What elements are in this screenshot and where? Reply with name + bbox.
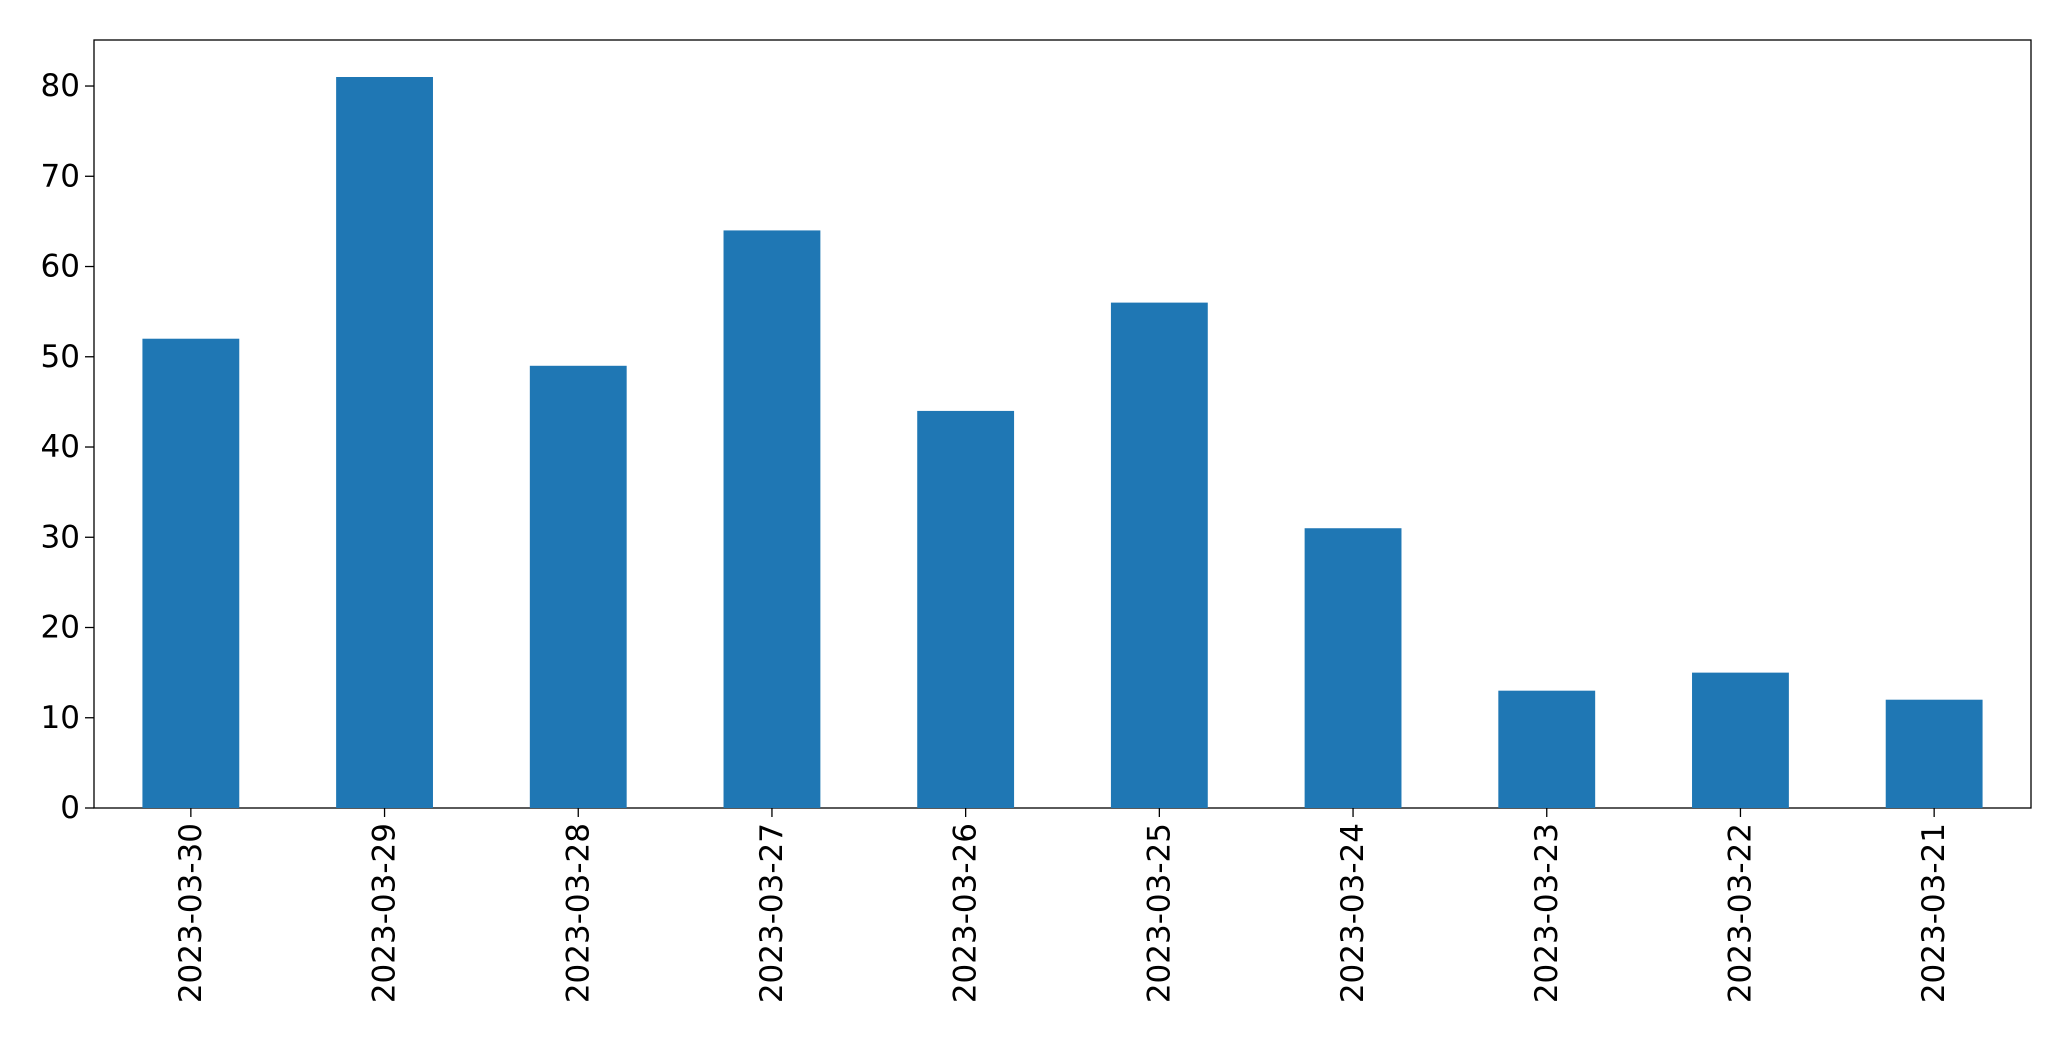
plot-frame (93, 39, 2032, 809)
y-tick-label: 40 (41, 429, 80, 465)
x-tick-label: 2023-03-25 (1141, 823, 1177, 1003)
bar (1498, 690, 1596, 808)
bar (529, 365, 627, 808)
bar (336, 77, 433, 809)
bar (723, 230, 821, 809)
x-tick-label: 2023-03-21 (1916, 823, 1952, 1003)
x-tick-label: 2023-03-28 (560, 823, 596, 1003)
x-tick-label: 2023-03-24 (1335, 823, 1371, 1003)
y-tick-label: 70 (41, 158, 80, 194)
x-tick-label: 2023-03-26 (948, 823, 984, 1003)
x-tick-label: 2023-03-30 (173, 823, 209, 1003)
bar (1304, 528, 1402, 808)
y-tick-label: 30 (41, 519, 80, 555)
y-tick-label: 80 (41, 68, 80, 104)
y-tick-label: 50 (41, 339, 80, 375)
x-tick-label: 2023-03-23 (1529, 823, 1565, 1003)
x-tick-label: 2023-03-22 (1722, 823, 1758, 1003)
y-tick-label: 10 (41, 700, 80, 736)
y-tick-label: 0 (60, 790, 80, 826)
bar (1692, 672, 1789, 808)
x-tick-label: 2023-03-27 (754, 823, 790, 1003)
bar (142, 338, 240, 808)
y-tick-label: 20 (41, 610, 80, 646)
x-tick-label: 2023-03-29 (367, 823, 403, 1003)
y-tick-label: 60 (41, 249, 80, 285)
bar (1110, 302, 1208, 808)
bar (917, 410, 1015, 808)
bar (1885, 699, 1983, 808)
